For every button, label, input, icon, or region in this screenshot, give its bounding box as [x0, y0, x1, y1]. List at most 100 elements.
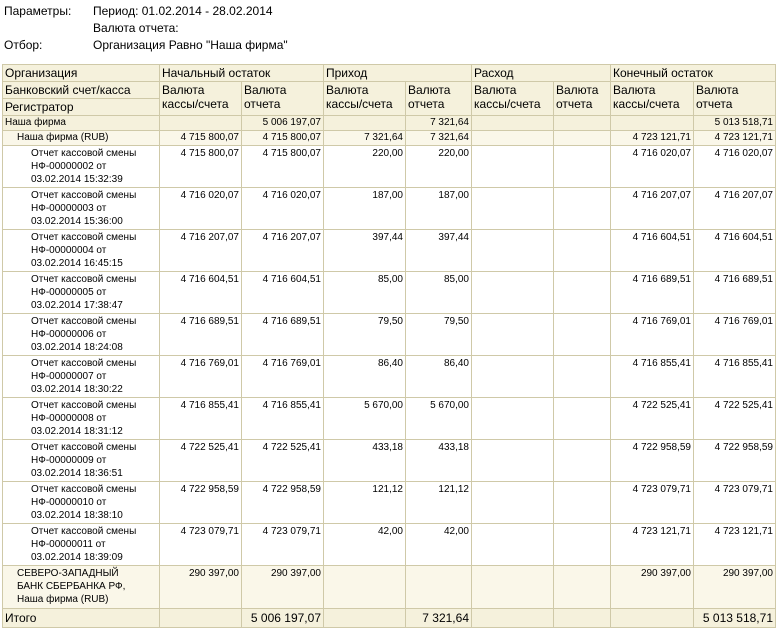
document-name-l1: Отчет кассовой смены: [31, 190, 137, 201]
document-start-rep: 4 716 769,01: [241, 355, 324, 398]
document-name[interactable]: Отчет кассовой смены НФ-00000007 от 03.02.…: [2, 355, 160, 398]
cash-group-row: Наша фирма (RUB) 4 715 800,07 4 715 800,…: [2, 130, 776, 146]
document-start-rep: 4 716 207,07: [241, 229, 324, 272]
document-start-cash: 4 715 800,07: [159, 145, 242, 188]
document-start-cash: 4 723 079,71: [159, 523, 242, 566]
total-label: Итого: [2, 608, 160, 628]
document-name[interactable]: Отчет кассовой смены НФ-00000008 от 03.02.…: [2, 397, 160, 440]
document-inc-cash: 42,00: [323, 523, 406, 566]
header-row-1: Организация Начальный остаток Приход Рас…: [2, 64, 776, 82]
document-exp-cash: [471, 481, 554, 524]
document-inc-rep: 397,44: [405, 229, 472, 272]
document-exp-rep: [553, 397, 611, 440]
col-inc-cash: Валюта кассы/счета: [323, 81, 406, 116]
bank-name: СЕВЕРО-ЗАПАДНЫЙ БАНК СБЕРБАНКА РФ, Наша …: [2, 565, 160, 609]
document-inc-rep: 79,50: [405, 313, 472, 356]
document-start-cash: 4 716 604,51: [159, 271, 242, 314]
bank-name-line3: Наша фирма (RUB): [17, 594, 109, 605]
bank-start-cash: 290 397,00: [159, 565, 242, 609]
org-inc-rep: 7 321,64: [405, 115, 472, 131]
document-end-cash: 4 716 020,07: [610, 145, 694, 188]
document-name[interactable]: Отчет кассовой смены НФ-00000011 от 03.02.…: [2, 523, 160, 566]
document-name-l2: НФ-00000009 от: [31, 455, 107, 466]
document-name-l2: НФ-00000002 от: [31, 161, 107, 172]
filter-label: Отбор:: [4, 38, 43, 52]
cash-inc-rep: 7 321,64: [405, 130, 472, 146]
document-name-l3: 03.02.2014 16:45:15: [31, 258, 123, 269]
document-row: Отчет кассовой смены НФ-00000008 от 03.02.…: [2, 397, 776, 440]
document-name-l2: НФ-00000007 от: [31, 371, 107, 382]
document-inc-rep: 86,40: [405, 355, 472, 398]
document-name[interactable]: Отчет кассовой смены НФ-00000006 от 03.02.…: [2, 313, 160, 356]
period-value: Период: 01.02.2014 - 28.02.2014: [93, 4, 273, 18]
document-start-cash: 4 716 769,01: [159, 355, 242, 398]
document-name[interactable]: Отчет кассовой смены НФ-00000002 от 03.02.…: [2, 145, 160, 188]
cash-inc-cash: 7 321,64: [323, 130, 406, 146]
document-name-l2: НФ-00000004 от: [31, 245, 107, 256]
col-income: Приход: [323, 64, 472, 82]
total-end-rep: 5 013 518,71: [693, 608, 776, 628]
document-name[interactable]: Отчет кассовой смены НФ-00000010 от 03.02.…: [2, 481, 160, 524]
document-name[interactable]: Отчет кассовой смены НФ-00000004 от 03.02.…: [2, 229, 160, 272]
document-inc-cash: 86,40: [323, 355, 406, 398]
document-name-l3: 03.02.2014 17:38:47: [31, 300, 123, 311]
document-row: Отчет кассовой смены НФ-00000005 от 03.02.…: [2, 271, 776, 314]
document-end-cash: 4 722 525,41: [610, 397, 694, 440]
document-name-l1: Отчет кассовой смены: [31, 316, 137, 327]
document-start-rep: 4 723 079,71: [241, 523, 324, 566]
document-start-rep: 4 722 525,41: [241, 439, 324, 482]
document-end-cash: 4 723 079,71: [610, 481, 694, 524]
document-inc-rep: 220,00: [405, 145, 472, 188]
document-exp-rep: [553, 481, 611, 524]
document-name-l3: 03.02.2014 18:31:12: [31, 426, 123, 437]
document-exp-cash: [471, 187, 554, 230]
document-name[interactable]: Отчет кассовой смены НФ-00000003 от 03.02.…: [2, 187, 160, 230]
document-name-l1: Отчет кассовой смены: [31, 358, 137, 369]
document-inc-rep: 5 670,00: [405, 397, 472, 440]
document-name-l3: 03.02.2014 18:24:08: [31, 342, 123, 353]
document-exp-rep: [553, 229, 611, 272]
document-exp-cash: [471, 145, 554, 188]
document-name-l1: Отчет кассовой смены: [31, 148, 137, 159]
document-exp-cash: [471, 439, 554, 482]
document-end-cash: 4 716 604,51: [610, 229, 694, 272]
document-end-cash: 4 716 855,41: [610, 355, 694, 398]
document-inc-cash: 121,12: [323, 481, 406, 524]
document-exp-cash: [471, 397, 554, 440]
org-group-row: Наша фирма 5 006 197,07 7 321,64 5 013 5…: [2, 115, 776, 131]
col-exp-cash: Валюта кассы/счета: [471, 81, 554, 116]
document-name-l1: Отчет кассовой смены: [31, 484, 137, 495]
document-start-rep: 4 716 020,07: [241, 187, 324, 230]
document-exp-rep: [553, 271, 611, 314]
document-name-l3: 03.02.2014 18:30:22: [31, 384, 123, 395]
document-inc-cash: 433,18: [323, 439, 406, 482]
document-row: Отчет кассовой смены НФ-00000004 от 03.02.…: [2, 229, 776, 272]
document-row: Отчет кассовой смены НФ-00000003 от 03.02.…: [2, 187, 776, 230]
document-exp-rep: [553, 355, 611, 398]
col-start-rep: Валюта отчета: [241, 81, 324, 116]
col-expense: Расход: [471, 64, 611, 82]
header-row-2: Банковский счет/касса Валюта кассы/счета…: [2, 81, 776, 116]
document-start-cash: 4 716 689,51: [159, 313, 242, 356]
col-start-cash: Валюта кассы/счета: [159, 81, 242, 116]
org-start-rep: 5 006 197,07: [241, 115, 324, 131]
header-row-3: Регистратор: [2, 98, 776, 116]
document-name[interactable]: Отчет кассовой смены НФ-00000009 от 03.02.…: [2, 439, 160, 482]
bank-name-line1: СЕВЕРО-ЗАПАДНЫЙ: [17, 568, 119, 579]
cash-name: Наша фирма (RUB): [2, 130, 160, 146]
col-end: Конечный остаток: [610, 64, 776, 82]
document-start-cash: 4 716 020,07: [159, 187, 242, 230]
document-exp-cash: [471, 355, 554, 398]
document-name-l2: НФ-00000006 от: [31, 329, 107, 340]
document-start-cash: 4 716 207,07: [159, 229, 242, 272]
document-exp-rep: [553, 313, 611, 356]
col-start: Начальный остаток: [159, 64, 324, 82]
document-inc-rep: 433,18: [405, 439, 472, 482]
document-end-rep: 4 716 020,07: [693, 145, 776, 188]
document-exp-rep: [553, 187, 611, 230]
document-name[interactable]: Отчет кассовой смены НФ-00000005 от 03.02.…: [2, 271, 160, 314]
document-exp-rep: [553, 439, 611, 482]
col-inc-rep: Валюта отчета: [405, 81, 472, 116]
cash-end-cash: 4 723 121,71: [610, 130, 694, 146]
document-end-cash: 4 716 769,01: [610, 313, 694, 356]
